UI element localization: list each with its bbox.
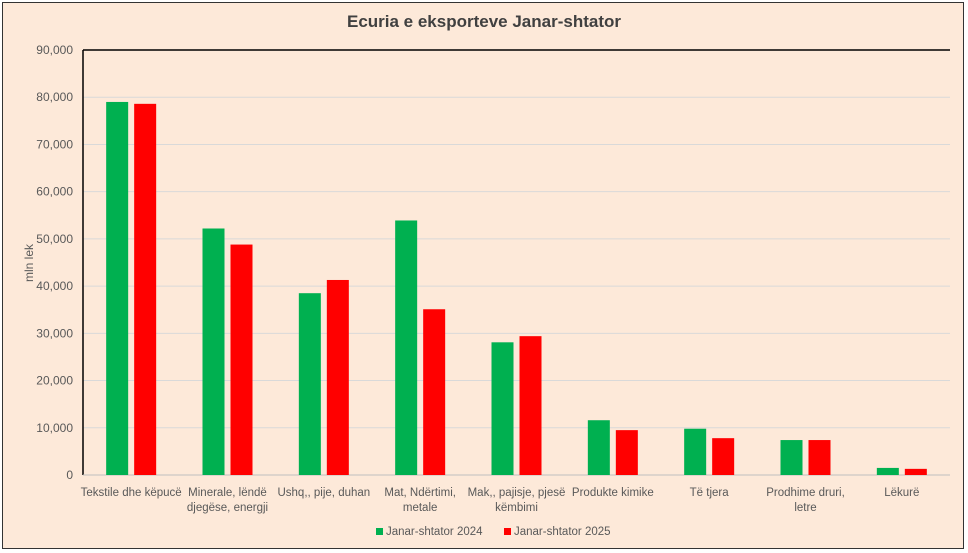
bar-2024 — [876, 467, 899, 475]
bar-2025 — [326, 279, 349, 475]
bar-2024 — [298, 293, 321, 475]
bar-2024 — [684, 428, 707, 475]
x-tick-label: metale — [403, 502, 438, 514]
bar-2025 — [230, 244, 253, 475]
x-tick-label: djegëse, energji — [187, 502, 268, 514]
x-tick-label: Prodhime druri, — [766, 487, 845, 499]
bar-2025 — [134, 103, 157, 475]
legend-label: Janar-shtator 2025 — [514, 526, 611, 538]
x-tick-label: Tekstile dhe këpucë — [81, 487, 182, 499]
y-tick-label: 80,000 — [36, 90, 73, 104]
x-tick-label: Ushq,, pije, duhan — [277, 487, 370, 499]
bar-2025 — [615, 430, 638, 475]
x-tick-label: Mat, Ndërtimi, — [384, 487, 456, 499]
y-tick-label: 40,000 — [36, 279, 73, 293]
y-tick-label: 20,000 — [36, 374, 73, 388]
bar-2024 — [395, 220, 418, 475]
legend-swatch — [504, 528, 511, 535]
x-tick-label: Produkte kimike — [572, 487, 654, 499]
bar-2024 — [491, 342, 514, 475]
chart-title: Ecuria e eksporteve Janar-shtator — [347, 12, 621, 31]
bar-2025 — [519, 336, 542, 475]
bar-2025 — [712, 438, 735, 475]
legend-swatch — [376, 528, 383, 535]
y-tick-label: 30,000 — [36, 326, 73, 340]
bar-2024 — [587, 420, 610, 475]
y-tick-label: 50,000 — [36, 232, 73, 246]
x-tick-label: Minerale, lëndë — [188, 487, 267, 499]
y-tick-label: 10,000 — [36, 421, 73, 435]
bar-2024 — [780, 440, 803, 475]
x-tick-label: këmbimi — [495, 502, 538, 514]
y-tick-label: 0 — [66, 468, 73, 482]
x-tick-label: Mak,, pajisje, pjesë — [468, 487, 566, 499]
y-tick-label: 90,000 — [36, 43, 73, 57]
bar-2025 — [423, 309, 446, 475]
bar-2024 — [106, 101, 129, 475]
y-tick-label: 60,000 — [36, 185, 73, 199]
x-tick-label: letre — [794, 502, 816, 514]
y-tick-label: 70,000 — [36, 137, 73, 151]
bar-2024 — [202, 228, 225, 475]
y-axis-label: mln lek — [22, 243, 36, 282]
x-tick-label: Të tjera — [690, 487, 730, 499]
legend-label: Janar-shtator 2024 — [386, 526, 483, 538]
bar-2025 — [808, 440, 831, 475]
x-tick-label: Lëkurë — [884, 487, 919, 499]
bar-2025 — [904, 468, 927, 475]
